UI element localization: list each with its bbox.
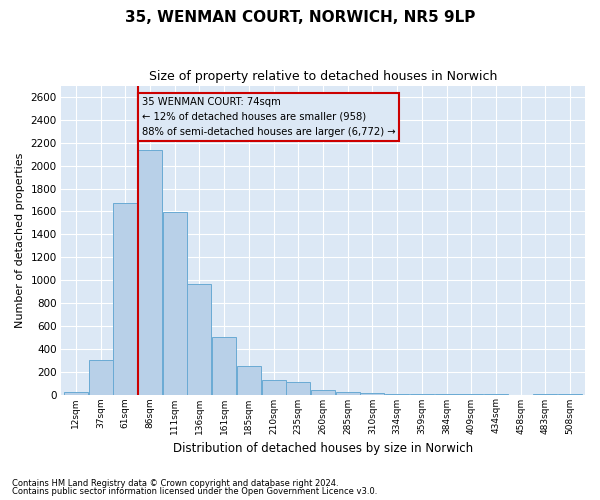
Bar [89, 360, 113, 394]
Bar [187, 284, 211, 395]
Bar [138, 150, 162, 394]
Bar [113, 204, 137, 394]
Text: Contains public sector information licensed under the Open Government Licence v3: Contains public sector information licen… [12, 487, 377, 496]
Bar [237, 366, 261, 394]
Bar [64, 392, 88, 394]
Bar [262, 380, 286, 394]
Bar [336, 392, 359, 394]
X-axis label: Distribution of detached houses by size in Norwich: Distribution of detached houses by size … [173, 442, 473, 455]
Text: Contains HM Land Registry data © Crown copyright and database right 2024.: Contains HM Land Registry data © Crown c… [12, 478, 338, 488]
Bar [286, 382, 310, 394]
Bar [212, 338, 236, 394]
Title: Size of property relative to detached houses in Norwich: Size of property relative to detached ho… [149, 70, 497, 83]
Text: 35, WENMAN COURT, NORWICH, NR5 9LP: 35, WENMAN COURT, NORWICH, NR5 9LP [125, 10, 475, 25]
Text: 35 WENMAN COURT: 74sqm
← 12% of detached houses are smaller (958)
88% of semi-de: 35 WENMAN COURT: 74sqm ← 12% of detached… [142, 97, 395, 136]
Bar [311, 390, 335, 394]
Y-axis label: Number of detached properties: Number of detached properties [15, 152, 25, 328]
Bar [361, 393, 385, 394]
Bar [163, 212, 187, 394]
